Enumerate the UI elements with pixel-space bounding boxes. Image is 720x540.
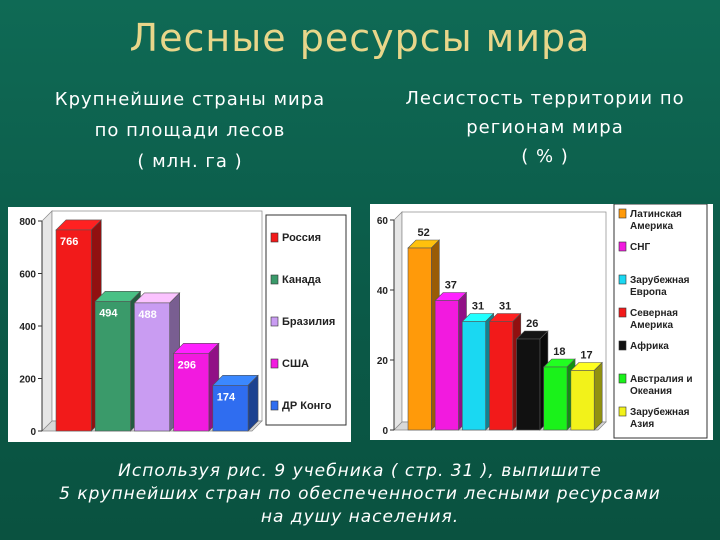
y-tick-label: 200: [19, 375, 36, 386]
legend-swatch: [270, 232, 279, 243]
y-tick-label: 20: [377, 356, 389, 367]
legend-label: Зарубежная: [630, 274, 690, 286]
left-chart-subtitle: Крупнейшие страны мира по площади лесов …: [54, 89, 326, 172]
legend-label: СНГ: [630, 242, 650, 253]
bar: [570, 370, 595, 431]
legend-box: [613, 204, 708, 439]
y-tick-label: 600: [19, 270, 36, 281]
legend-label: Северная: [630, 308, 678, 319]
data-label: 18: [553, 346, 565, 358]
legend-box: [265, 214, 347, 426]
bar: [134, 302, 170, 432]
data-label: 296: [178, 359, 196, 371]
legend-swatch: [270, 274, 279, 285]
legend-label: Океания: [630, 386, 672, 397]
legend-label: Канада: [282, 274, 322, 286]
data-label: 31: [472, 301, 484, 313]
data-label: 31: [499, 301, 511, 313]
chart-side-wall: [41, 210, 53, 432]
legend-label: Бразилия: [282, 316, 335, 328]
legend-swatch: [618, 208, 627, 219]
legend-swatch: [618, 373, 627, 384]
slide-title: Лесные ресурсы мира: [129, 16, 591, 60]
bar: [489, 321, 514, 431]
legend-label: Зарубежная: [630, 406, 690, 418]
bar: [461, 321, 486, 431]
legend-label: США: [282, 358, 309, 370]
bar: [407, 247, 432, 431]
data-label: 494: [99, 307, 118, 319]
data-label: 37: [445, 280, 457, 292]
data-label: 766: [60, 236, 78, 248]
data-label: 17: [580, 350, 592, 362]
legend-swatch: [618, 406, 627, 417]
bar-side: [247, 374, 259, 432]
bar-side: [593, 361, 603, 431]
legend-label: Австралия и: [630, 374, 693, 385]
y-tick-label: 60: [377, 216, 389, 227]
y-tick-label: 0: [382, 426, 388, 437]
legend-label: Азия: [630, 419, 654, 430]
data-label: 488: [138, 309, 156, 321]
data-label: 174: [217, 391, 236, 403]
y-tick-label: 0: [30, 427, 36, 438]
forest-area-chart: 0 200 400 600 800 766 494 488 296 174 Россия Канада…: [8, 207, 351, 442]
legend-swatch: [618, 340, 627, 351]
data-label: 26: [526, 318, 538, 330]
legend-label: Америка: [630, 221, 673, 232]
y-tick-label: 400: [19, 322, 36, 333]
legend-label: Россия: [282, 232, 321, 244]
data-label: 52: [418, 227, 430, 239]
bar: [173, 353, 210, 432]
legend-swatch: [270, 400, 279, 411]
legend-label: Америка: [630, 320, 673, 331]
bar: [516, 338, 541, 431]
y-tick-label: 800: [19, 217, 36, 228]
legend-label: ДР Конго: [282, 400, 332, 412]
legend-label: Латинская: [630, 209, 682, 220]
bar: [212, 385, 249, 432]
legend-label: Европа: [630, 287, 667, 298]
chart-side-wall: [393, 211, 403, 431]
legend-label: Африка: [630, 340, 669, 352]
bar: [94, 301, 131, 432]
legend-swatch: [618, 307, 627, 318]
bar: [55, 229, 92, 432]
legend-swatch: [618, 241, 627, 252]
y-tick-label: 40: [377, 286, 389, 297]
bar: [434, 300, 459, 431]
legend-swatch: [270, 358, 279, 369]
legend-swatch: [270, 316, 279, 327]
legend-swatch: [618, 274, 627, 285]
task-caption: Используя рис. 9 учебника ( стр. 31 ), в…: [59, 461, 661, 527]
right-chart-subtitle: Лесистость территории по регионам мира (…: [405, 88, 685, 167]
bar: [543, 366, 568, 431]
